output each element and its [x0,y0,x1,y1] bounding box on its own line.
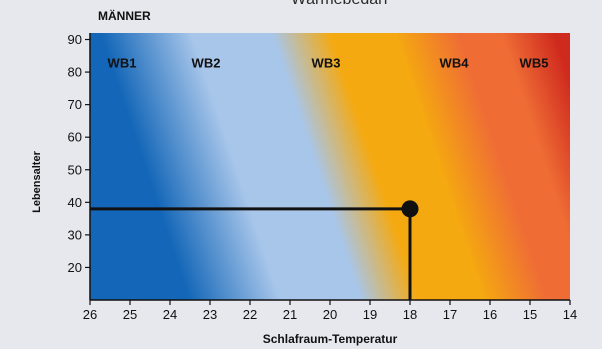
y-tick-label: 70 [68,97,82,112]
x-tick-label: 16 [483,307,497,322]
heatmap-field [90,33,570,300]
x-tick-label: 24 [163,307,177,322]
x-tick-label: 17 [443,307,457,322]
x-tick-label: 20 [323,307,337,322]
y-tick-label: 80 [68,65,82,80]
example-point [401,200,419,218]
chart-title: MÄNNER [98,9,151,23]
x-tick-label: 19 [363,307,377,322]
y-tick-label: 20 [68,260,82,275]
x-tick-label: 23 [203,307,217,322]
y-tick-label: 90 [68,32,82,47]
x-tick-label: 25 [123,307,137,322]
x-tick-label: 22 [243,307,257,322]
zone-label-wb2: WB2 [192,55,221,70]
y-tick-label: 60 [68,130,82,145]
zone-label-wb1: WB1 [108,55,137,70]
zone-label-wb3: WB3 [312,55,341,70]
y-tick-label: 30 [68,227,82,242]
x-tick-label: 18 [403,307,417,322]
chart-caption: Wärmebedarf [291,0,388,9]
y-tick-label: 50 [68,162,82,177]
zone-label-wb4: WB4 [440,55,470,70]
zone-label-wb5: WB5 [520,55,549,70]
y-tick-label: 40 [68,195,82,210]
x-tick-label: 14 [563,307,577,322]
x-tick-label: 26 [83,307,97,322]
x-axis-label: Schlafraum-Temperatur [262,332,398,346]
x-tick-label: 15 [523,307,537,322]
x-tick-label: 21 [283,307,297,322]
